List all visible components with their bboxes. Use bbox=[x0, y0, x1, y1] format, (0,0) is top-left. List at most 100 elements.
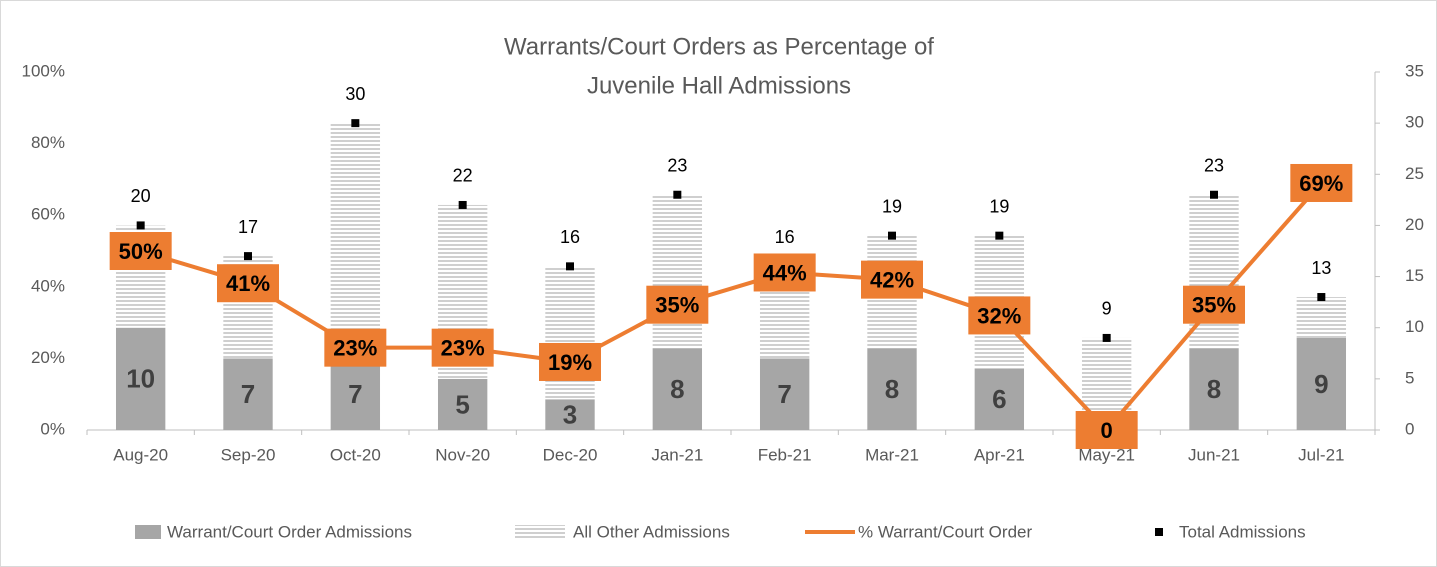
x-tick-label: Jun-21 bbox=[1188, 445, 1240, 464]
line-label: 35% bbox=[1192, 293, 1236, 318]
line-label-box bbox=[1183, 285, 1245, 324]
x-tick-label: Oct-20 bbox=[330, 445, 381, 464]
chart-title: Warrants/Court Orders as Percentage of bbox=[504, 33, 934, 60]
marker bbox=[995, 231, 1004, 240]
bar bbox=[115, 327, 166, 430]
x-tick-label: Aug-20 bbox=[113, 445, 168, 464]
marker-label: 17 bbox=[238, 217, 258, 237]
y2-tick-label: 10 bbox=[1405, 317, 1424, 336]
marker-label: 16 bbox=[560, 227, 580, 247]
line-label: 50% bbox=[119, 239, 163, 264]
y-tick-label: 0% bbox=[40, 419, 65, 438]
x-tick-label: Jan-21 bbox=[651, 445, 703, 464]
marker bbox=[566, 262, 574, 271]
bar bbox=[1296, 337, 1347, 430]
y2-tick-label: 30 bbox=[1405, 113, 1424, 132]
x-tick-label: May-21 bbox=[1078, 445, 1135, 464]
line-label-box bbox=[753, 253, 816, 292]
line-label-box bbox=[968, 296, 1031, 335]
bar bbox=[1189, 348, 1239, 430]
bar-label: 7 bbox=[348, 379, 362, 409]
bar-label: 7 bbox=[777, 379, 791, 409]
x-tick-label: Feb-21 bbox=[758, 445, 812, 464]
bar bbox=[223, 358, 273, 430]
line-label-box bbox=[1290, 163, 1353, 202]
line-label-box bbox=[109, 232, 172, 270]
line-label-box bbox=[431, 328, 494, 367]
line-label: 69% bbox=[1299, 171, 1343, 196]
bar bbox=[974, 368, 1025, 430]
line-label: 19% bbox=[548, 350, 592, 375]
y2-tick-label: 20 bbox=[1405, 215, 1424, 234]
bar-label: 8 bbox=[670, 374, 684, 404]
line-label: 35% bbox=[655, 293, 699, 318]
y2-tick-label: 15 bbox=[1405, 266, 1424, 285]
marker bbox=[1317, 293, 1326, 302]
x-tick-label: Nov-20 bbox=[435, 445, 490, 464]
y-tick-label: 80% bbox=[31, 133, 65, 152]
bar-label: 10 bbox=[126, 364, 155, 394]
y2-tick-label: 25 bbox=[1405, 164, 1424, 183]
bar bbox=[330, 358, 381, 430]
legend-swatch bbox=[135, 525, 161, 539]
y-tick-label: 100% bbox=[22, 61, 65, 80]
x-tick-label: Sep-20 bbox=[221, 445, 276, 464]
line-label: 0 bbox=[1101, 418, 1113, 443]
marker-label: 13 bbox=[1311, 258, 1331, 278]
bar-label: 7 bbox=[241, 379, 255, 409]
line-label: 23% bbox=[333, 335, 377, 360]
bar bbox=[759, 358, 810, 430]
x-tick-label: Mar-21 bbox=[865, 445, 919, 464]
marker-label: 9 bbox=[1102, 299, 1112, 319]
marker-label: 30 bbox=[345, 84, 365, 104]
legend-label: All Other Admissions bbox=[573, 522, 730, 541]
line-label-box bbox=[1075, 411, 1138, 449]
marker bbox=[888, 231, 896, 240]
legend-swatch bbox=[515, 525, 565, 539]
marker-label: 19 bbox=[882, 196, 902, 216]
marker-label: 16 bbox=[775, 227, 795, 247]
marker-label: 20 bbox=[131, 186, 151, 206]
line-label-box bbox=[646, 285, 709, 324]
chart-title: Juvenile Hall Admissions bbox=[587, 72, 851, 99]
line-label: 41% bbox=[226, 271, 270, 296]
x-tick-label: Apr-21 bbox=[974, 445, 1025, 464]
marker bbox=[136, 221, 145, 230]
line-label: 32% bbox=[977, 303, 1021, 328]
y2-tick-label: 5 bbox=[1405, 368, 1414, 387]
marker-label: 19 bbox=[989, 196, 1009, 216]
marker-label: 23 bbox=[667, 155, 687, 175]
bar-label: 9 bbox=[1314, 369, 1328, 399]
marker bbox=[1102, 333, 1111, 342]
marker-label: 23 bbox=[1204, 155, 1224, 175]
marker-label: 22 bbox=[453, 166, 473, 186]
line-label-box bbox=[861, 260, 923, 299]
marker bbox=[244, 252, 252, 261]
legend-label: Total Admissions bbox=[1179, 522, 1306, 541]
y-tick-label: 60% bbox=[31, 205, 65, 224]
line-label-box bbox=[324, 328, 387, 367]
line-label-box bbox=[217, 264, 279, 303]
bar-label: 8 bbox=[885, 374, 899, 404]
legend-label: Warrant/Court Order Admissions bbox=[167, 522, 412, 541]
bar bbox=[437, 378, 488, 430]
legend-label: % Warrant/Court Order bbox=[858, 522, 1032, 541]
y-tick-label: 20% bbox=[31, 348, 65, 367]
bar bbox=[330, 123, 381, 359]
marker bbox=[1210, 190, 1218, 199]
line-label: 42% bbox=[870, 267, 914, 292]
marker bbox=[351, 119, 360, 128]
marker bbox=[673, 190, 682, 199]
bar bbox=[652, 194, 703, 349]
y2-tick-label: 0 bbox=[1405, 419, 1414, 438]
marker bbox=[458, 200, 467, 209]
y-tick-label: 40% bbox=[31, 276, 65, 295]
line-label-box bbox=[539, 342, 601, 381]
x-tick-label: Dec-20 bbox=[543, 445, 598, 464]
line-label: 44% bbox=[763, 260, 807, 285]
line-label: 23% bbox=[441, 335, 485, 360]
bar bbox=[545, 399, 595, 430]
bar-label: 5 bbox=[455, 389, 469, 419]
bar bbox=[1296, 297, 1347, 338]
bar-label: 8 bbox=[1207, 374, 1221, 404]
